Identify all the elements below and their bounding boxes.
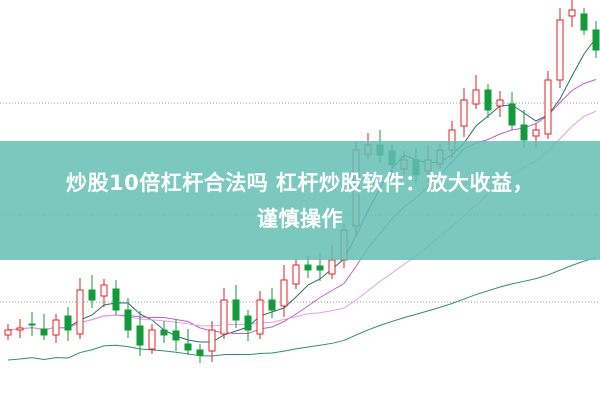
candle-body — [16, 327, 24, 331]
candle-body — [544, 79, 552, 135]
title-line-1: 炒股10倍杠杆合法吗 杠杆炒股软件：放大收益， — [65, 170, 535, 195]
candle-body — [532, 129, 540, 137]
ma60-line — [7, 257, 597, 361]
candle-body — [328, 259, 336, 275]
candle-body — [568, 9, 576, 17]
candle-body — [256, 299, 264, 335]
title-line-2: 谨慎操作 — [257, 206, 343, 231]
candle-body — [460, 99, 468, 127]
candle-body — [508, 103, 516, 126]
title-banner: 炒股10倍杠杆合法吗 杠杆炒股软件：放大收益， 谨慎操作 — [0, 141, 600, 260]
candle-body — [496, 99, 504, 107]
candle-body — [244, 315, 252, 331]
candle-body — [40, 328, 48, 336]
candle-body — [100, 284, 108, 297]
candle-body — [304, 264, 312, 271]
candle-body — [580, 13, 588, 31]
candle-body — [112, 288, 120, 311]
candle-body — [136, 325, 144, 346]
candle-body — [316, 265, 324, 271]
candle-body — [160, 329, 168, 336]
candle-body — [520, 124, 528, 141]
candle-body — [592, 29, 600, 51]
candle-body — [88, 289, 96, 301]
candle-body — [208, 329, 216, 352]
candle-body — [76, 289, 84, 335]
candle-body — [184, 343, 192, 351]
candle-body — [4, 329, 12, 336]
candle-body — [280, 279, 288, 307]
candle-body — [28, 323, 36, 326]
candle-body — [472, 89, 480, 105]
candle-body — [268, 299, 276, 311]
candle-body — [148, 329, 156, 350]
candle-body — [292, 264, 300, 285]
candle-body — [556, 19, 564, 81]
candle-body — [232, 299, 240, 321]
candle-body — [64, 315, 72, 331]
ma5-line — [7, 37, 597, 343]
candle-body — [196, 349, 204, 356]
candle-body — [172, 330, 180, 341]
candle-body — [52, 319, 60, 336]
candle-body — [220, 299, 228, 335]
candle-body — [124, 309, 132, 331]
candle-body — [484, 89, 492, 111]
